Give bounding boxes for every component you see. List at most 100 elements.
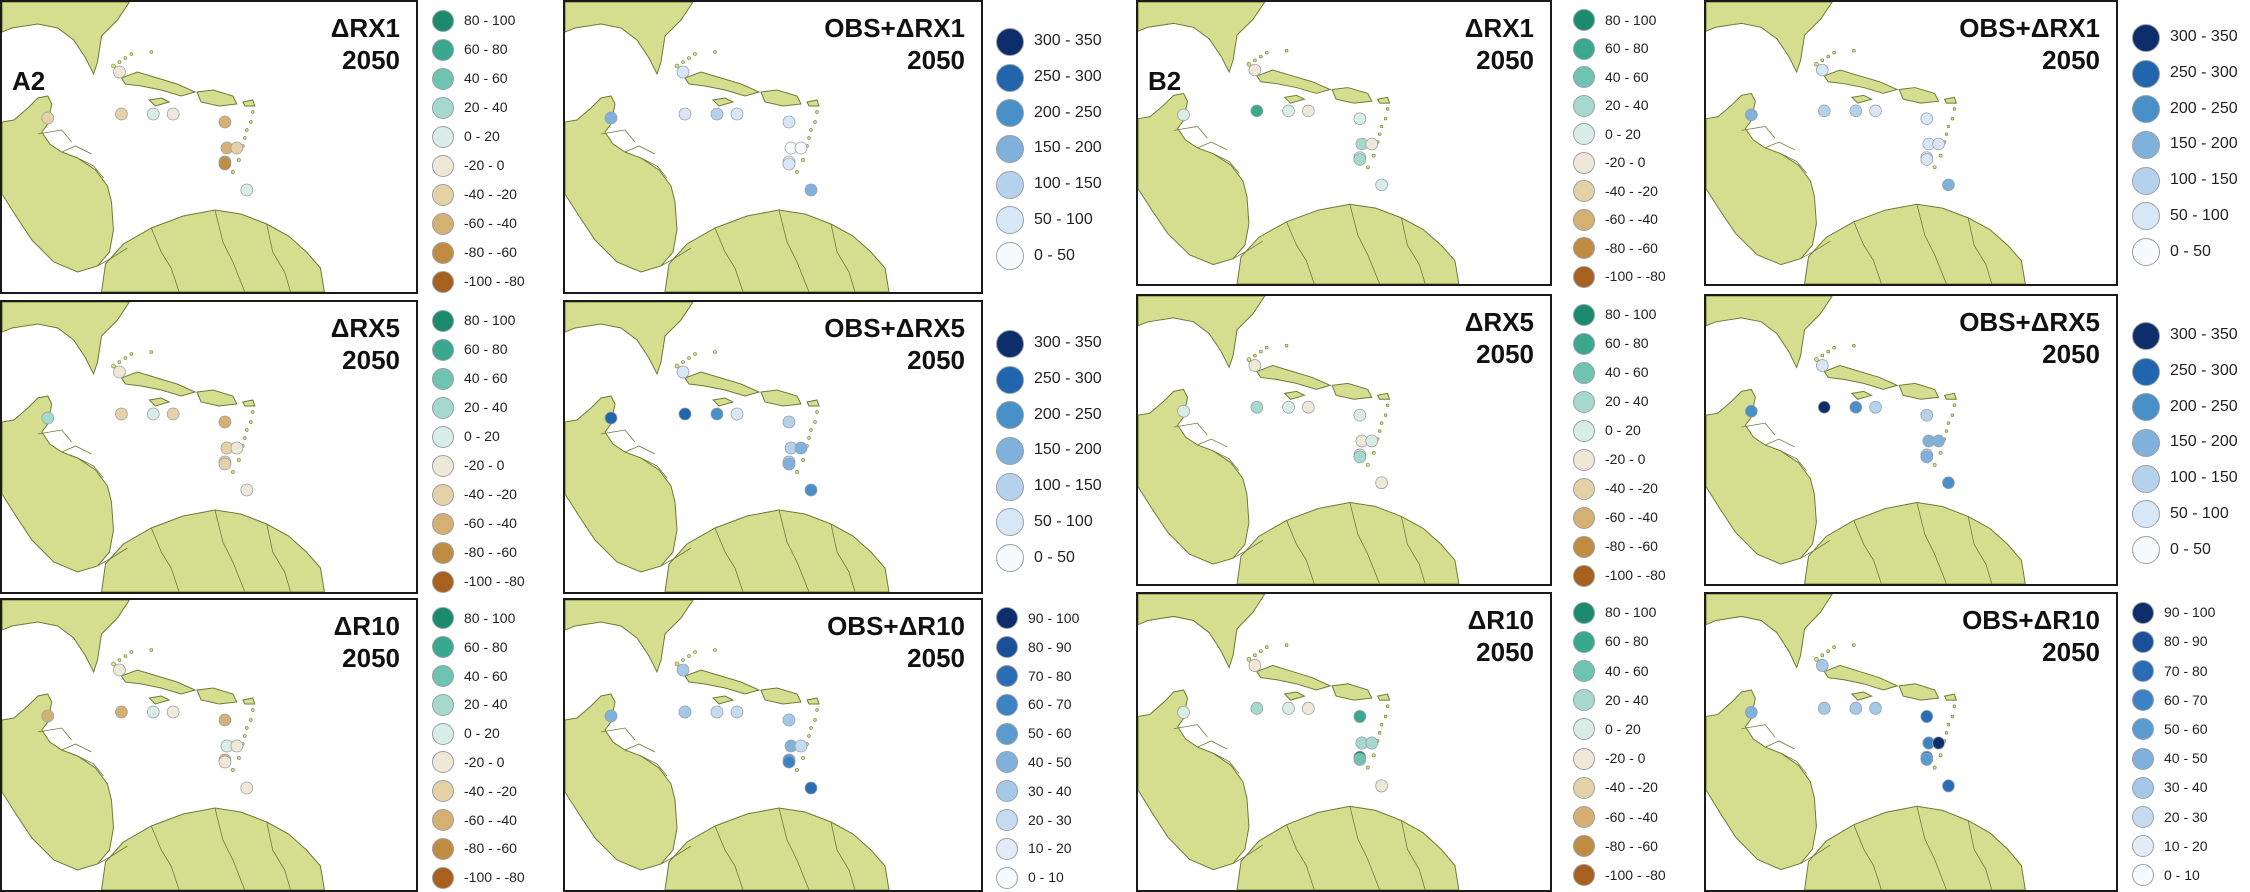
legend-item: -80 - -60 [1573, 234, 1693, 263]
landmass-island [711, 695, 735, 705]
legend-swatch [432, 212, 454, 235]
legend-swatch [996, 508, 1024, 537]
legend-label: 20 - 30 [1028, 811, 1072, 828]
landmass-island [1850, 94, 1873, 104]
station-marker [1250, 104, 1264, 118]
country-border [1916, 806, 1947, 890]
small-island [1264, 645, 1269, 649]
legend-item: 300 - 350 [2132, 20, 2250, 56]
legend-swatch [2132, 59, 2160, 88]
map-panel-b2-rx5: ΔRX5 2050 [1136, 294, 1552, 586]
small-island [1253, 353, 1257, 358]
panel-year: 2050 [907, 45, 965, 75]
landmass-island [1823, 664, 1899, 691]
small-island [1852, 643, 1856, 647]
legend-label: -80 - -60 [1605, 239, 1658, 256]
legend-label: 200 - 250 [1034, 103, 1102, 121]
landmass-island [120, 669, 197, 695]
legend-swatch [996, 436, 1024, 465]
station-marker [1869, 701, 1882, 715]
panel-title: OBS+ΔRX5 [1959, 307, 2100, 337]
legend-swatch [1573, 718, 1595, 741]
station-marker [1920, 153, 1934, 166]
legend-obs-rx5-b2: 300 - 350 250 - 300 200 - 250 150 - 200 100 … [2132, 318, 2250, 568]
legend-swatch [1573, 689, 1595, 712]
country-border [1741, 724, 1776, 738]
landmass-island [242, 399, 256, 407]
station-marker [218, 713, 232, 727]
panel-title: ΔRX1 [330, 13, 400, 43]
small-island [1246, 656, 1252, 662]
legend-label: 80 - 100 [1605, 11, 1657, 28]
legend-item: 60 - 80 [1573, 627, 1693, 656]
landmass-island [760, 687, 802, 705]
map-panel-a2-rx1: ΔRX1 2050 A2 [0, 0, 418, 294]
small-island [795, 470, 799, 474]
landmass-island [1898, 382, 1940, 400]
station-marker [804, 781, 818, 795]
country-border [640, 755, 668, 777]
legend-label: 20 - 40 [1605, 393, 1649, 410]
panel-year: 2050 [2042, 339, 2100, 369]
legend-label: 20 - 40 [1605, 97, 1649, 114]
country-border [1349, 806, 1381, 890]
legend-item: 0 - 20 [432, 122, 552, 151]
small-island [1379, 421, 1384, 425]
small-island [236, 158, 241, 162]
station-marker [113, 365, 126, 379]
legend-label: 20 - 40 [464, 99, 508, 116]
legend-swatch [2132, 95, 2160, 124]
country-border [714, 227, 744, 292]
station-marker [1282, 701, 1295, 715]
station-marker [1353, 450, 1367, 464]
legend-swatch [432, 9, 454, 32]
station-marker [730, 407, 744, 421]
small-island [249, 120, 253, 124]
legend-item: 0 - 20 [432, 719, 552, 748]
legend-label: 50 - 100 [2170, 206, 2229, 224]
country-border [266, 523, 291, 592]
legend-swatch [1573, 265, 1595, 288]
station-marker [146, 407, 160, 421]
station-marker [1353, 709, 1367, 724]
legend-swatch [432, 183, 454, 206]
small-island [111, 363, 116, 369]
legend-item: 100 - 150 [996, 167, 1116, 203]
scenario-label: B2 [1148, 66, 1182, 96]
landmass-florida [1706, 296, 1833, 369]
small-island [1259, 54, 1263, 59]
country-border [714, 527, 744, 592]
small-island [1365, 462, 1370, 467]
legend-swatch [1573, 361, 1595, 384]
landmass-island [1943, 392, 1958, 400]
legend-item: 0 - 10 [996, 863, 1116, 892]
legend-swatch [1573, 419, 1595, 442]
country-border [1853, 824, 1882, 890]
legend-item: -20 - 0 [1573, 149, 1693, 178]
legend-label: -20 - 0 [1605, 154, 1646, 171]
legend-delta-rx1-a2: 80 - 100 60 - 80 40 - 60 20 - 40 0 - 20 -20 -… [432, 6, 552, 296]
small-island [1814, 656, 1819, 662]
map-panel-b2-obs-r10: OBS+ΔR10 2050 [1704, 592, 2118, 892]
legend-item: 0 - 50 [996, 540, 1116, 576]
caribbean-map [2, 600, 416, 890]
legend-swatch [1573, 506, 1595, 529]
station-marker [1815, 658, 1829, 672]
legend-label: 90 - 100 [1028, 610, 1080, 626]
legend-label: 200 - 250 [2170, 99, 2238, 117]
legend-item: 60 - 70 [2132, 686, 2250, 715]
legend-obs-r10-b2: 90 - 100 80 - 90 70 - 80 60 - 70 50 - 60 40 -… [2132, 598, 2250, 890]
legend-label: 150 - 200 [1034, 139, 1102, 157]
small-island [236, 756, 241, 760]
station-marker [710, 407, 724, 421]
legend-item: 250 - 300 [996, 362, 1116, 398]
small-island [1253, 58, 1257, 63]
small-island [1371, 451, 1376, 455]
caribbean-map [565, 302, 981, 592]
station-marker [1302, 701, 1315, 715]
small-island [1832, 50, 1836, 55]
landmass-island [1256, 364, 1332, 390]
landmass-florida [565, 600, 694, 674]
legend-label: -60 - -40 [464, 811, 517, 828]
legend-label: 150 - 200 [2170, 433, 2238, 451]
